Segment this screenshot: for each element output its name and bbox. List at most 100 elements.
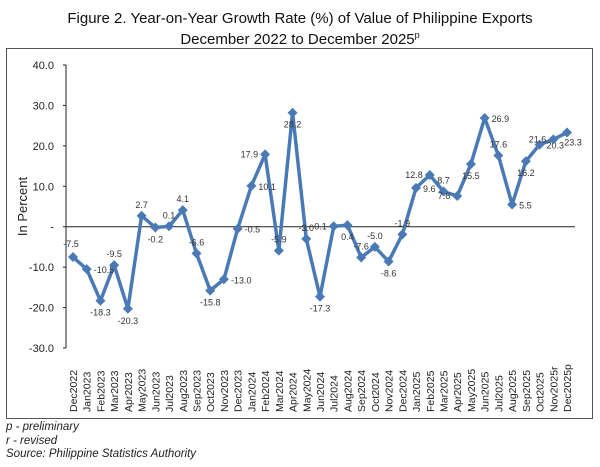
x-tick-label: Sep2024 [356,370,368,412]
data-label: -0.2 [148,235,164,245]
data-point [438,186,449,197]
data-label: 2.7 [135,200,148,210]
data-point [68,252,78,263]
data-label: 17.9 [241,149,259,159]
x-tick-label: Sep2023 [192,370,204,412]
data-label: -15.8 [200,298,221,308]
note-preliminary: p - preliminary [6,421,79,433]
y-tick-label: 30.0 [33,100,54,112]
x-tick-label: Oct2023 [205,372,217,412]
data-label: 26.9 [492,114,510,124]
data-point [383,256,394,267]
x-tick-label: Aug2023 [178,370,190,412]
x-tick-label: Dec2023 [233,370,245,412]
data-label: 17.6 [490,140,508,150]
data-label: 9.6 [423,184,436,194]
subtitle-superscript: p [414,30,420,40]
x-tick-label: Nov2023 [219,370,231,412]
x-tick-label: Jun2024 [315,372,327,412]
x-tick-label: Feb2025 [425,370,437,412]
x-tick-label: Nov2024 [384,370,396,412]
x-tick-label: Jul2024 [329,375,341,412]
data-label: 7.6 [438,191,451,201]
data-label: -0.5 [245,225,261,235]
data-label: -9.5 [106,249,122,259]
x-tick-label: Aug2025 [507,370,519,412]
x-tick-label: May2024 [301,369,313,412]
x-tick-label: Jan2023 [82,372,94,412]
data-point [150,222,161,233]
x-tick-label: Jun2025 [480,372,492,412]
data-point [246,180,257,191]
data-label: -5.9 [271,235,287,245]
data-point [95,295,106,306]
data-point [177,205,188,216]
data-point [218,274,229,285]
data-point [109,260,120,271]
data-label: -10.5 [94,265,115,275]
data-label: 0.1 [163,210,176,220]
chart-subtitle: December 2022 to December 2025p [0,27,600,48]
data-point [136,210,147,221]
subtitle-text: December 2022 to December 2025 [180,31,415,48]
x-tick-label: Aug2024 [342,370,354,412]
data-point [232,223,243,234]
y-tick-label: -10.0 [29,262,54,274]
data-point [493,150,504,161]
y-tick-label: - [50,222,54,234]
chart-frame [6,48,593,419]
y-tick-label: 20.0 [33,141,54,153]
data-label: -18.3 [90,308,111,318]
data-point [520,156,531,167]
data-label: 5.5 [519,200,532,210]
y-tick-label: -30.0 [29,343,54,355]
x-tick-label: Dec2025p [562,364,574,412]
data-point [369,241,380,252]
x-tick-label: May2023 [137,369,149,412]
data-point [562,127,572,138]
data-label: 12.8 [405,170,423,180]
x-tick-label: Nov2025r [548,366,560,412]
x-tick-label: Jun2023 [150,372,162,412]
data-label: -7.5 [63,239,79,249]
data-point [164,221,175,232]
x-tick-label: Dec2022 [68,370,80,412]
data-point [356,252,367,263]
data-label: 0.4 [341,232,354,242]
data-point [287,107,298,118]
y-tick-label: 40.0 [33,60,54,72]
data-label: -8.6 [381,268,397,278]
data-point [397,229,408,240]
x-tick-label: Feb2023 [95,370,107,412]
data-point [342,220,353,231]
x-tick-label: Dec2024 [397,370,409,412]
x-tick-label: Jul2025 [493,375,505,412]
data-point [328,221,339,232]
data-point [452,190,463,201]
data-label: -5.0 [367,231,383,241]
data-label: 28.2 [284,120,302,130]
x-tick-label: Apr2023 [123,372,135,412]
x-tick-label: Feb2024 [260,370,272,412]
data-label: -13.0 [231,275,252,285]
data-label: 16.2 [517,168,535,178]
data-point [424,169,435,180]
x-tick-label: Apr2025 [452,372,464,412]
data-point [301,233,312,244]
data-point [534,139,545,150]
data-label: -1.9 [395,218,411,228]
data-label: 20.3 [547,141,565,151]
data-label: 0.1 [314,221,327,231]
data-point [205,285,216,296]
data-point [411,182,422,193]
data-point [465,159,476,170]
y-axis-label: In Percent [15,176,30,236]
data-point [479,112,490,123]
x-tick-label: Mar2025 [439,370,451,412]
x-tick-label: Jan2025 [411,372,423,412]
data-label: -6.6 [189,237,205,247]
data-label: 21.6 [529,134,547,144]
data-label: 8.7 [437,176,450,186]
x-tick-label: May2025 [466,369,478,412]
